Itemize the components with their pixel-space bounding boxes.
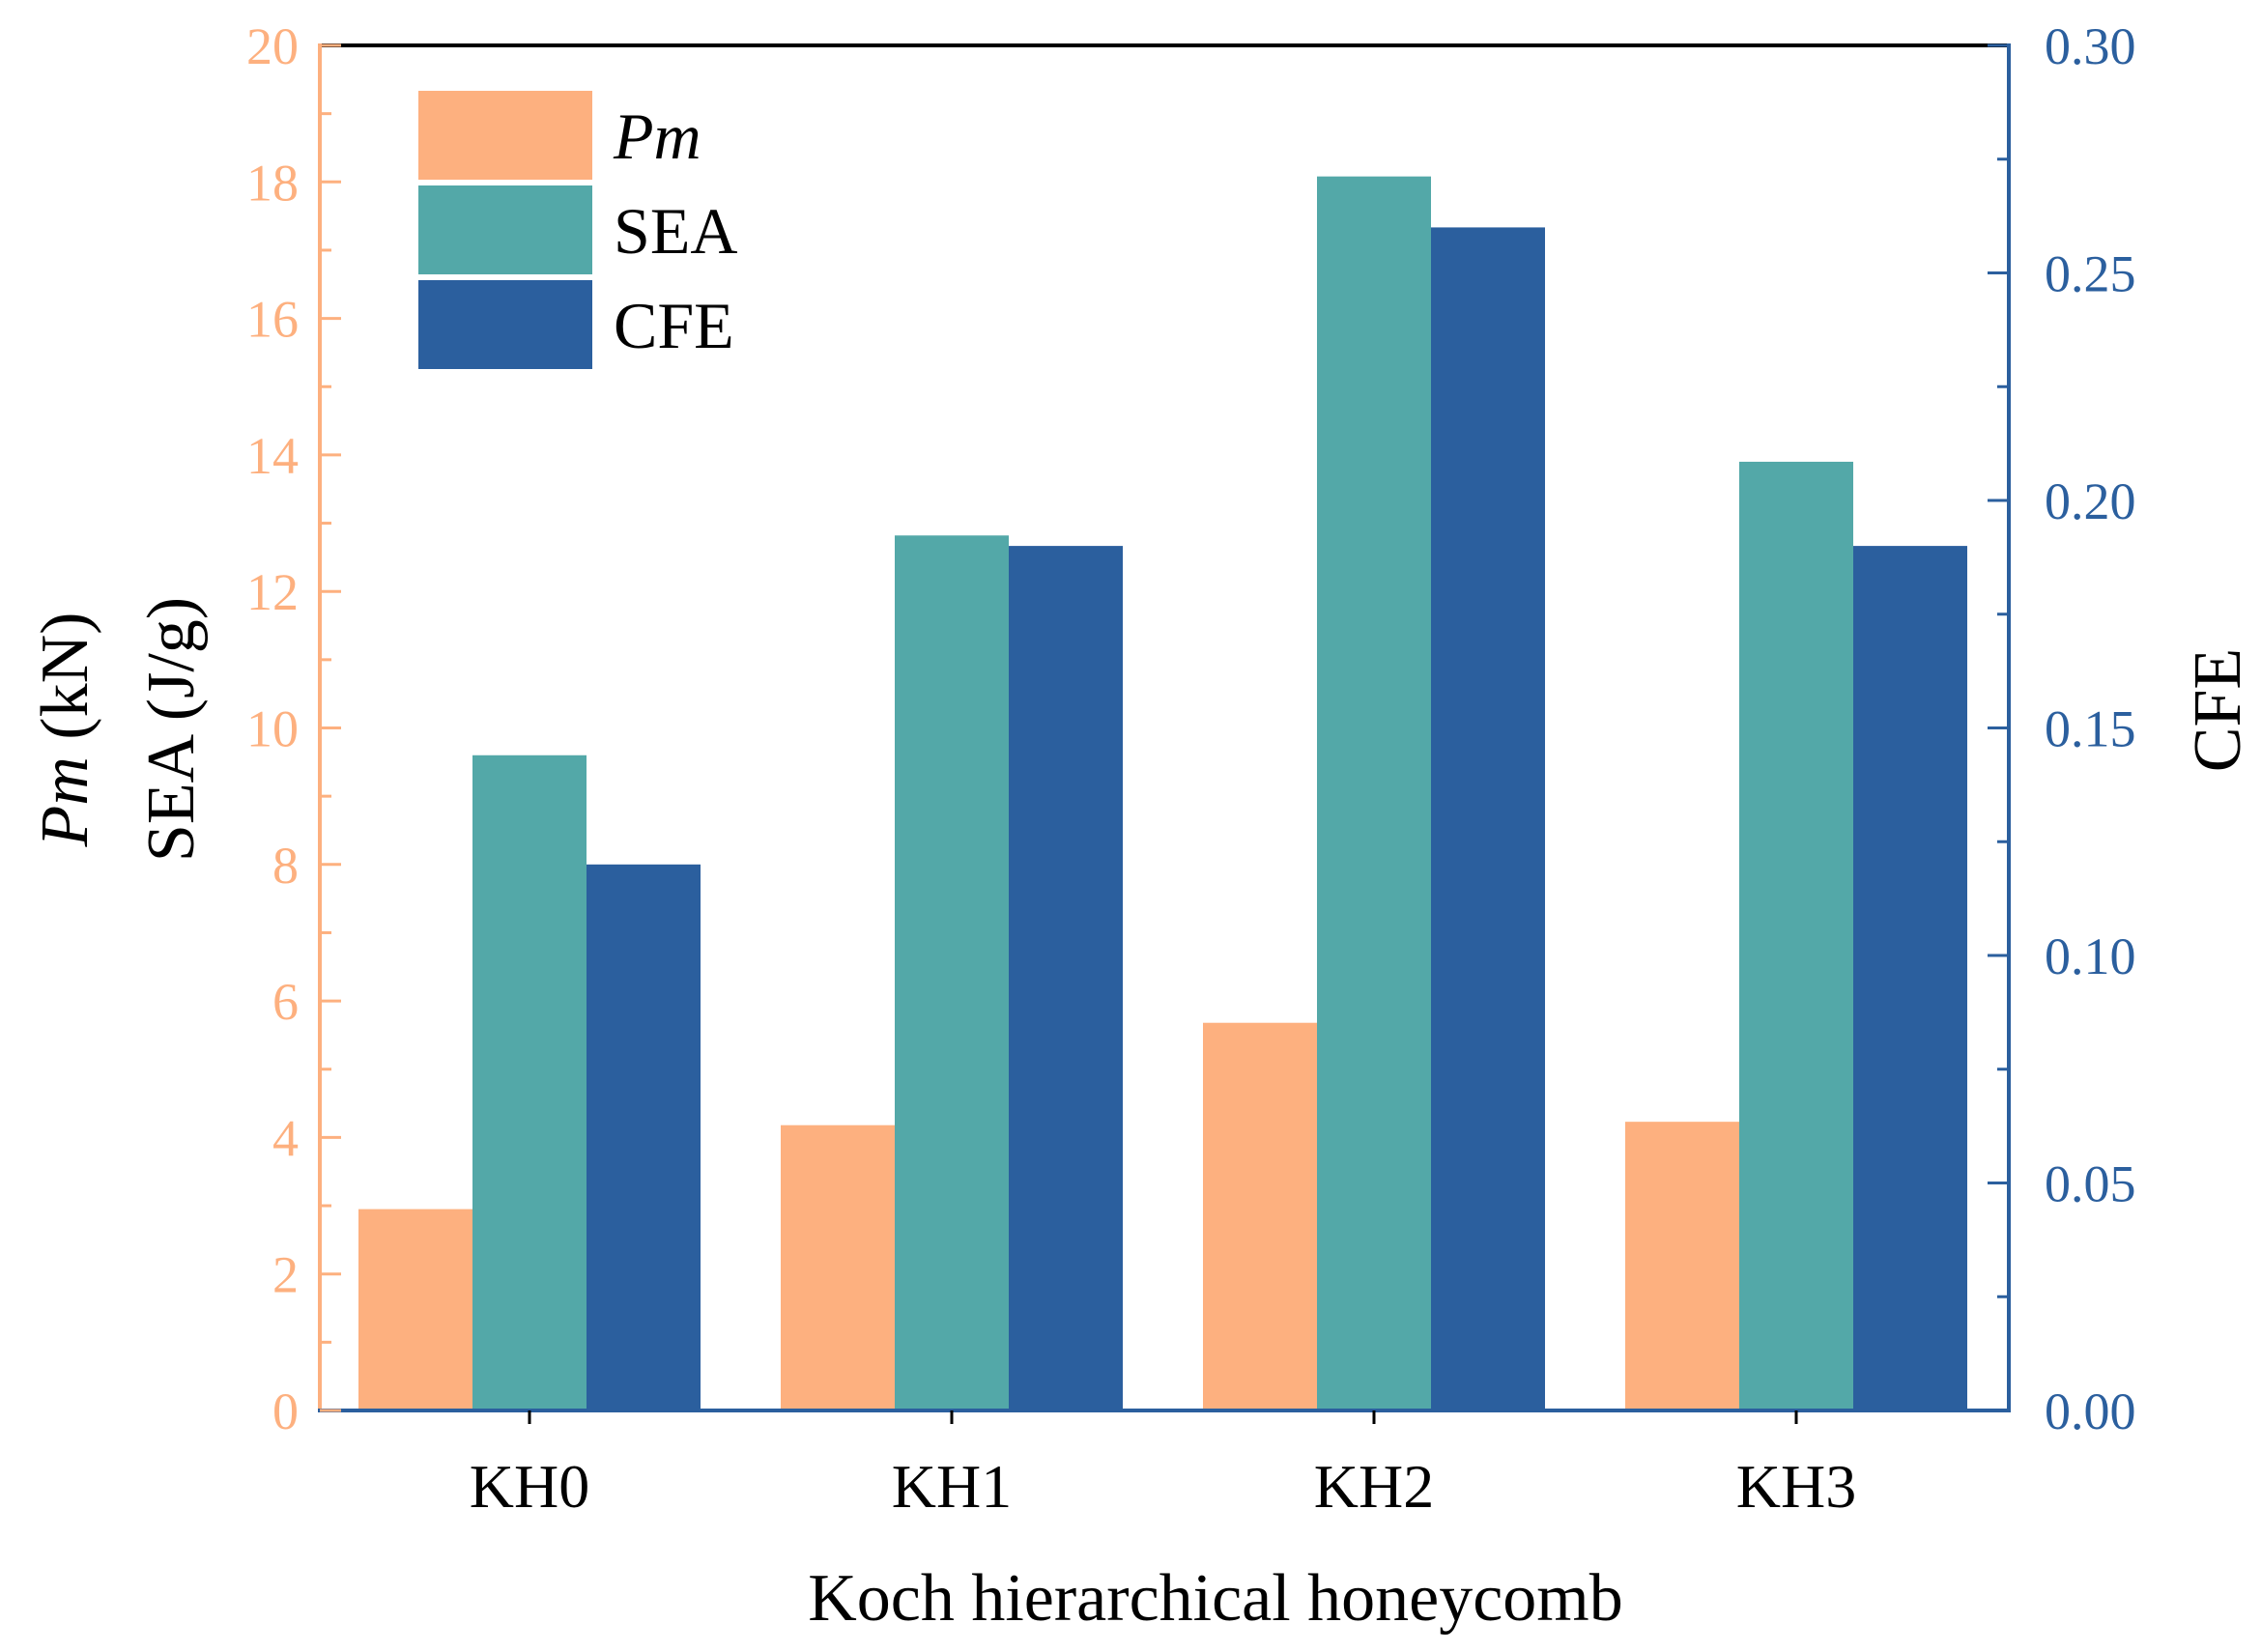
bar-sea-kh0: [472, 755, 587, 1410]
ticks-group: KH0 KH1 KH2 KH3 0 2 4 6 8 10 12 14 16 18 20 0.00 0.05 0.1…: [246, 17, 2136, 1521]
pm-axis-label-unit: (kN): [28, 612, 102, 757]
bar-pm-kh2: [1203, 1022, 1317, 1410]
bar-pm-kh0: [358, 1209, 472, 1410]
right-tick-label-0.05: 0.05: [2045, 1155, 2136, 1213]
left-tick-label-4: 4: [272, 1109, 299, 1167]
bar-pm-kh1: [781, 1125, 895, 1410]
legend-swatch-pm: [418, 91, 592, 180]
legend-label-cfe: CFE: [614, 289, 734, 362]
bar-sea-kh2: [1317, 176, 1431, 1411]
left-tick-label-16: 16: [246, 291, 299, 349]
legend-swatch-sea: [418, 185, 592, 274]
left-tick-label-2: 2: [272, 1246, 299, 1304]
sea-axis-label: SEA (J/g): [134, 597, 209, 862]
left-tick-label-0: 0: [272, 1382, 299, 1440]
x-tick-label-kh0: KH0: [470, 1452, 589, 1521]
left-tick-label-20: 20: [246, 17, 299, 75]
right-tick-label-0.00: 0.00: [2045, 1382, 2136, 1440]
right-tick-label-0.30: 0.30: [2045, 17, 2136, 75]
x-axis-title: Koch hierarchical honeycomb: [808, 1561, 1623, 1636]
left-tick-label-12: 12: [246, 563, 299, 621]
bar-cfe-kh0: [587, 864, 701, 1410]
right-tick-label-0.25: 0.25: [2045, 245, 2136, 303]
bar-sea-kh1: [895, 535, 1009, 1410]
legend-swatch-cfe: [418, 280, 592, 369]
bar-cfe-kh1: [1009, 546, 1123, 1410]
right-tick-label-0.15: 0.15: [2045, 700, 2136, 758]
legend-label-pm: Pm: [613, 100, 701, 173]
right-axis-title: CFE: [2181, 648, 2255, 772]
left-axis-title: SEA (J/g) Pm (kN): [28, 597, 209, 862]
bar-cfe-kh2: [1431, 227, 1545, 1410]
pm-axis-label: Pm (kN): [28, 612, 102, 848]
left-tick-label-14: 14: [246, 427, 299, 485]
pm-axis-label-italic: Pm: [28, 756, 102, 847]
left-tick-label-8: 8: [272, 837, 299, 895]
bar-sea-kh3: [1739, 461, 1853, 1411]
x-tick-label-kh3: KH3: [1736, 1452, 1856, 1521]
bars-group: [358, 176, 1967, 1411]
x-tick-label-kh2: KH2: [1314, 1452, 1434, 1521]
left-tick-label-10: 10: [246, 700, 299, 758]
legend-label-sea: SEA: [614, 194, 737, 268]
right-tick-label-0.20: 0.20: [2045, 472, 2136, 530]
left-tick-label-18: 18: [246, 154, 299, 212]
legend: Pm SEA CFE: [418, 91, 737, 369]
svg-text:CFE: CFE: [2181, 648, 2255, 772]
left-tick-label-6: 6: [272, 973, 299, 1031]
bar-cfe-kh3: [1853, 546, 1967, 1410]
bar-pm-kh3: [1625, 1122, 1739, 1410]
x-tick-label-kh1: KH1: [892, 1452, 1012, 1521]
right-tick-label-0.10: 0.10: [2045, 927, 2136, 985]
